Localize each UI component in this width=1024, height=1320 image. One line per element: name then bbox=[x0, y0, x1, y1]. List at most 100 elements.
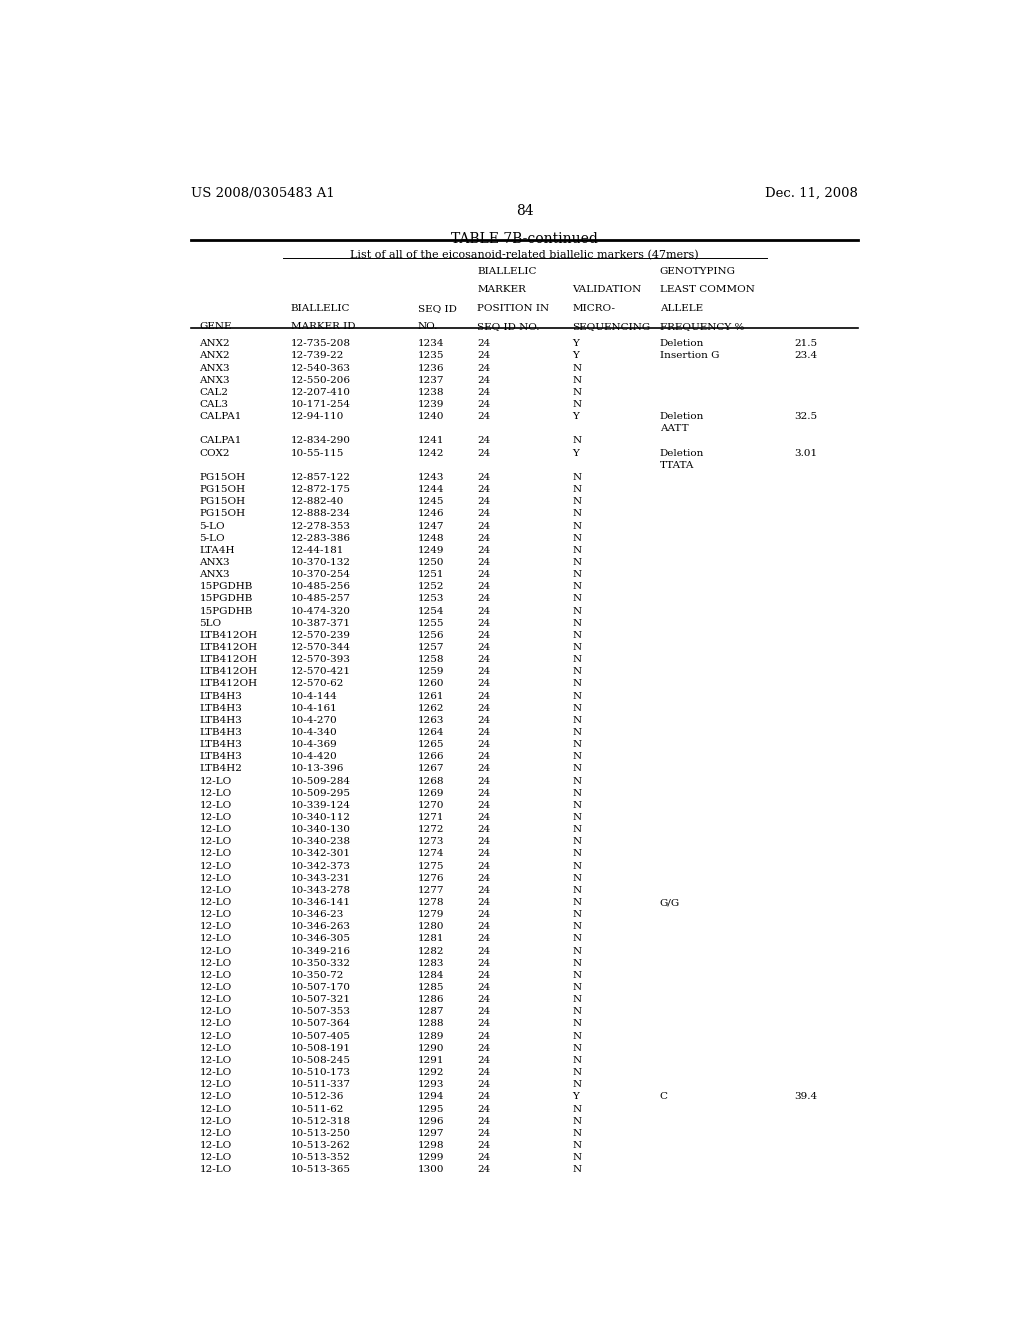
Text: MICRO-: MICRO- bbox=[572, 304, 615, 313]
Text: N: N bbox=[572, 668, 582, 676]
Text: 12-LO: 12-LO bbox=[200, 1154, 231, 1162]
Text: 15PGDHB: 15PGDHB bbox=[200, 606, 253, 615]
Text: 24: 24 bbox=[477, 545, 490, 554]
Text: 1277: 1277 bbox=[418, 886, 444, 895]
Text: 1260: 1260 bbox=[418, 680, 444, 689]
Text: 12-44-181: 12-44-181 bbox=[291, 545, 344, 554]
Text: 10-55-115: 10-55-115 bbox=[291, 449, 344, 458]
Text: Deletion: Deletion bbox=[659, 412, 705, 421]
Text: N: N bbox=[572, 995, 582, 1005]
Text: 1243: 1243 bbox=[418, 473, 444, 482]
Text: 1252: 1252 bbox=[418, 582, 444, 591]
Text: N: N bbox=[572, 558, 582, 568]
Text: 1250: 1250 bbox=[418, 558, 444, 568]
Text: 12-94-110: 12-94-110 bbox=[291, 412, 344, 421]
Text: 24: 24 bbox=[477, 958, 490, 968]
Text: N: N bbox=[572, 923, 582, 932]
Text: 12-LO: 12-LO bbox=[200, 1056, 231, 1065]
Text: 1236: 1236 bbox=[418, 363, 444, 372]
Text: N: N bbox=[572, 886, 582, 895]
Text: 24: 24 bbox=[477, 911, 490, 919]
Text: 10-507-170: 10-507-170 bbox=[291, 983, 350, 993]
Text: N: N bbox=[572, 533, 582, 543]
Text: 1293: 1293 bbox=[418, 1080, 444, 1089]
Text: 24: 24 bbox=[477, 752, 490, 762]
Text: 24: 24 bbox=[477, 400, 490, 409]
Text: 24: 24 bbox=[477, 1105, 490, 1114]
Text: N: N bbox=[572, 983, 582, 993]
Text: 10-4-420: 10-4-420 bbox=[291, 752, 338, 762]
Text: 1235: 1235 bbox=[418, 351, 444, 360]
Text: LTB4H3: LTB4H3 bbox=[200, 715, 243, 725]
Text: N: N bbox=[572, 680, 582, 689]
Text: 21.5: 21.5 bbox=[795, 339, 818, 348]
Text: SEQUENCING: SEQUENCING bbox=[572, 322, 650, 331]
Text: 24: 24 bbox=[477, 1044, 490, 1053]
Text: 12-LO: 12-LO bbox=[200, 1044, 231, 1053]
Text: POSITION IN: POSITION IN bbox=[477, 304, 549, 313]
Text: 1248: 1248 bbox=[418, 533, 444, 543]
Text: 1253: 1253 bbox=[418, 594, 444, 603]
Text: 10-13-396: 10-13-396 bbox=[291, 764, 344, 774]
Text: BIALLELIC: BIALLELIC bbox=[477, 267, 537, 276]
Text: 1234: 1234 bbox=[418, 339, 444, 348]
Text: 1256: 1256 bbox=[418, 631, 444, 640]
Text: PG15OH: PG15OH bbox=[200, 473, 246, 482]
Text: N: N bbox=[572, 1056, 582, 1065]
Text: 1267: 1267 bbox=[418, 764, 444, 774]
Text: 24: 24 bbox=[477, 510, 490, 519]
Text: 24: 24 bbox=[477, 801, 490, 810]
Text: 12-LO: 12-LO bbox=[200, 923, 231, 932]
Text: N: N bbox=[572, 862, 582, 871]
Text: N: N bbox=[572, 1140, 582, 1150]
Text: US 2008/0305483 A1: US 2008/0305483 A1 bbox=[191, 187, 335, 199]
Text: 10-513-250: 10-513-250 bbox=[291, 1129, 350, 1138]
Text: 1255: 1255 bbox=[418, 619, 444, 628]
Text: 12-LO: 12-LO bbox=[200, 911, 231, 919]
Text: 1241: 1241 bbox=[418, 437, 444, 445]
Text: 10-387-371: 10-387-371 bbox=[291, 619, 350, 628]
Text: 24: 24 bbox=[477, 558, 490, 568]
Text: 10-342-301: 10-342-301 bbox=[291, 850, 350, 858]
Text: 1282: 1282 bbox=[418, 946, 444, 956]
Text: 39.4: 39.4 bbox=[795, 1093, 818, 1101]
Text: 12-872-175: 12-872-175 bbox=[291, 484, 350, 494]
Text: 12-834-290: 12-834-290 bbox=[291, 437, 350, 445]
Text: MARKER ID: MARKER ID bbox=[291, 322, 355, 331]
Text: N: N bbox=[572, 594, 582, 603]
Text: 1276: 1276 bbox=[418, 874, 444, 883]
Text: Y: Y bbox=[572, 412, 580, 421]
Text: 24: 24 bbox=[477, 1019, 490, 1028]
Text: PG15OH: PG15OH bbox=[200, 510, 246, 519]
Text: ANX2: ANX2 bbox=[200, 351, 230, 360]
Text: 10-511-337: 10-511-337 bbox=[291, 1080, 350, 1089]
Text: N: N bbox=[572, 1154, 582, 1162]
Text: N: N bbox=[572, 437, 582, 445]
Text: 1298: 1298 bbox=[418, 1140, 444, 1150]
Text: ANX3: ANX3 bbox=[200, 363, 230, 372]
Text: BIALLELIC: BIALLELIC bbox=[291, 304, 350, 313]
Text: 12-570-239: 12-570-239 bbox=[291, 631, 350, 640]
Text: 12-207-410: 12-207-410 bbox=[291, 388, 350, 397]
Text: 24: 24 bbox=[477, 643, 490, 652]
Text: CALPA1: CALPA1 bbox=[200, 437, 242, 445]
Text: Y: Y bbox=[572, 1093, 580, 1101]
Text: 24: 24 bbox=[477, 582, 490, 591]
Text: 10-346-305: 10-346-305 bbox=[291, 935, 350, 944]
Text: N: N bbox=[572, 643, 582, 652]
Text: N: N bbox=[572, 741, 582, 750]
Text: 10-509-295: 10-509-295 bbox=[291, 789, 350, 797]
Text: 10-370-132: 10-370-132 bbox=[291, 558, 350, 568]
Text: N: N bbox=[572, 1019, 582, 1028]
Text: 1245: 1245 bbox=[418, 498, 444, 506]
Text: 24: 24 bbox=[477, 473, 490, 482]
Text: 24: 24 bbox=[477, 850, 490, 858]
Text: 24: 24 bbox=[477, 655, 490, 664]
Text: N: N bbox=[572, 729, 582, 737]
Text: 1263: 1263 bbox=[418, 715, 444, 725]
Text: 1265: 1265 bbox=[418, 741, 444, 750]
Text: TABLE 7B-continued: TABLE 7B-continued bbox=[452, 231, 598, 246]
Text: 1278: 1278 bbox=[418, 898, 444, 907]
Text: SEQ ID NO.: SEQ ID NO. bbox=[477, 322, 540, 331]
Text: 24: 24 bbox=[477, 715, 490, 725]
